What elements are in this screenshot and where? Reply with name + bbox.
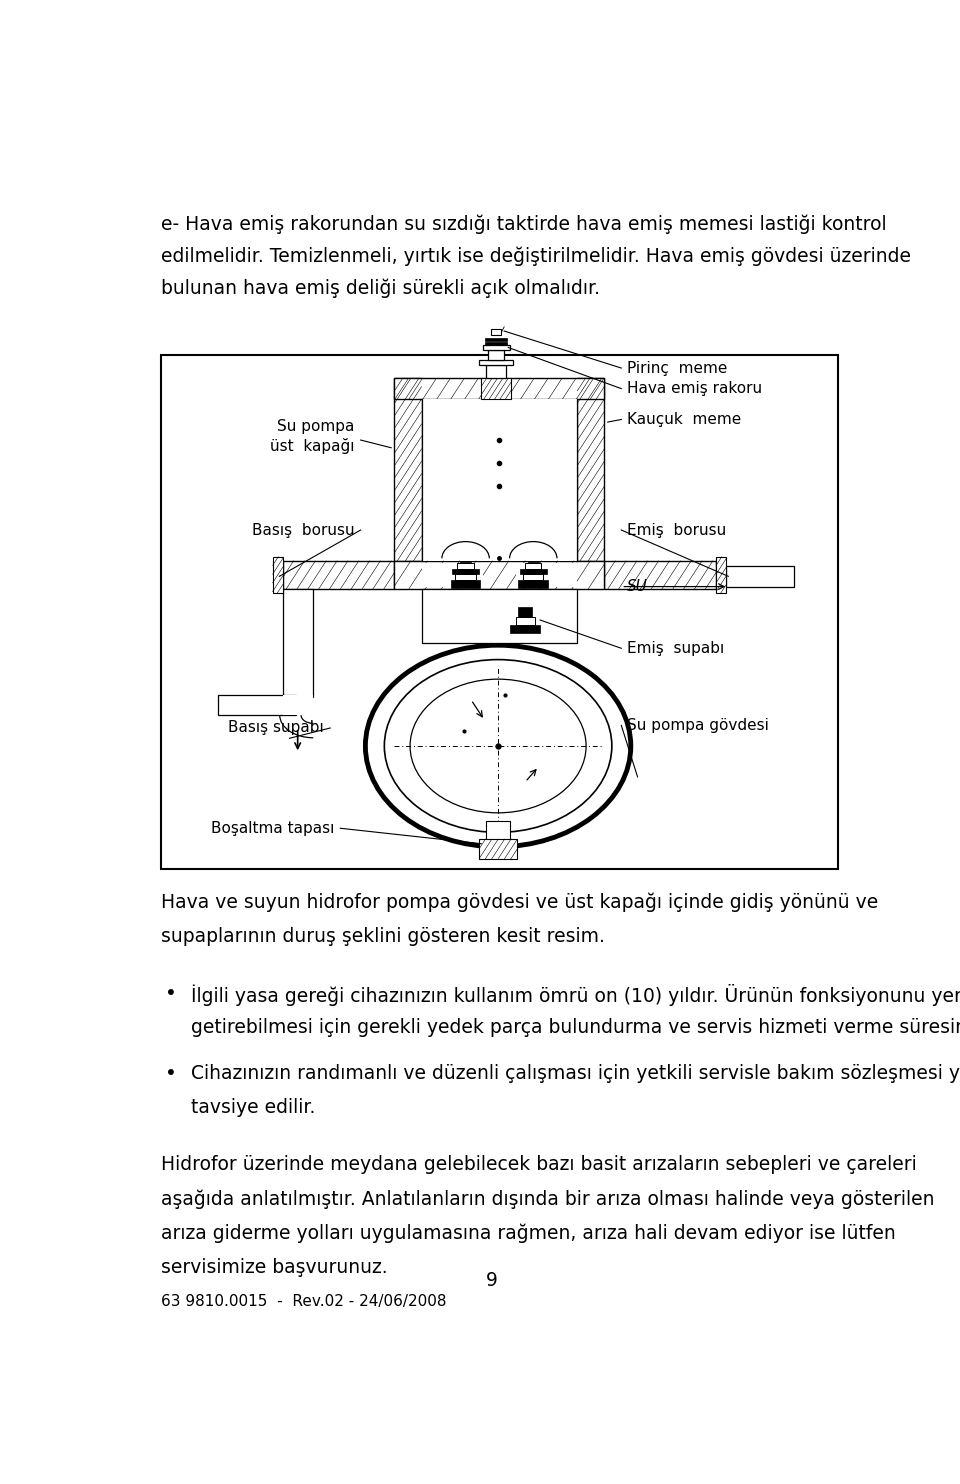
Bar — [605, 561, 716, 589]
Bar — [518, 607, 532, 617]
Text: Kauçuk  meme: Kauçuk meme — [627, 413, 741, 427]
Text: bulunan hava emiş deliği sürekli açık olmalıdır.: bulunan hava emiş deliği sürekli açık ol… — [161, 279, 600, 298]
Text: •: • — [165, 1064, 177, 1083]
Bar — [483, 344, 510, 350]
Bar — [486, 821, 511, 841]
Text: •: • — [165, 984, 177, 1003]
Bar — [283, 695, 313, 715]
Bar — [161, 355, 838, 870]
Text: üst  kapağı: üst kapağı — [270, 438, 354, 454]
Bar — [486, 365, 506, 378]
Bar — [283, 561, 395, 589]
Text: Emiş  borusu: Emiş borusu — [627, 522, 727, 537]
Bar — [273, 556, 283, 594]
Bar — [219, 695, 297, 715]
Text: getirebilmesi için gerekli yedek parça bulundurma ve servis hizmeti verme süresi: getirebilmesi için gerekli yedek parça b… — [191, 1018, 960, 1037]
Text: 63 9810.0015  -  Rev.02 - 24/06/2008: 63 9810.0015 - Rev.02 - 24/06/2008 — [161, 1294, 446, 1309]
Text: Boşaltma tapası: Boşaltma tapası — [211, 821, 334, 835]
Bar — [491, 329, 501, 335]
Ellipse shape — [366, 646, 631, 847]
Text: Pirinç  meme: Pirinç meme — [627, 361, 728, 375]
Bar — [518, 580, 548, 588]
Bar — [395, 561, 605, 589]
Bar — [421, 564, 483, 586]
Bar — [577, 378, 605, 561]
Text: e- Hava emiş rakorundan su sızdığı taktirde hava emiş memesi lastiği kontrol: e- Hava emiş rakorundan su sızdığı takti… — [161, 215, 886, 234]
Bar — [479, 361, 513, 365]
Text: SU: SU — [627, 579, 648, 594]
Bar — [395, 378, 421, 561]
Bar — [283, 589, 313, 697]
Bar — [452, 568, 479, 574]
Bar — [485, 341, 507, 344]
Text: Su pompa gövdesi: Su pompa gövdesi — [627, 718, 769, 733]
Bar — [716, 556, 727, 594]
Bar — [458, 564, 473, 568]
Bar — [421, 589, 577, 643]
Bar — [519, 568, 547, 574]
Text: aşağıda anlatılmıştır. Anlatılanların dışında bir arıza olması halinde veya göst: aşağıda anlatılmıştır. Anlatılanların dı… — [161, 1189, 934, 1209]
Text: Su pompa: Su pompa — [277, 420, 354, 435]
Bar — [516, 617, 535, 625]
Text: İlgili yasa gereği cihazınızın kullanım ömrü on (10) yıldır. Ürünün fonksiyonunu: İlgili yasa gereği cihazınızın kullanım … — [191, 984, 960, 1006]
Bar — [485, 338, 507, 341]
Bar — [523, 574, 543, 580]
Text: Hava ve suyun hidrofor pompa gövdesi ve üst kapağı içinde gidiş yönünü ve: Hava ve suyun hidrofor pompa gövdesi ve … — [161, 892, 878, 911]
Bar — [488, 350, 504, 361]
Bar — [481, 378, 511, 399]
Text: servisimize başvurunuz.: servisimize başvurunuz. — [161, 1258, 388, 1276]
Ellipse shape — [384, 659, 612, 833]
Text: 9: 9 — [486, 1272, 498, 1290]
Text: Basış supabı: Basış supabı — [228, 721, 324, 736]
Bar — [479, 838, 517, 859]
Text: Cihazınızın randımanlı ve düzenli çalışması için yetkili servisle bakım sözleşme: Cihazınızın randımanlı ve düzenli çalışm… — [191, 1064, 960, 1083]
Text: supaplarının duruş şeklini gösteren kesit resim.: supaplarının duruş şeklini gösteren kesi… — [161, 926, 605, 945]
Bar — [727, 565, 794, 586]
Text: Hava emiş rakoru: Hava emiş rakoru — [627, 381, 762, 396]
Text: Emiş  supabı: Emiş supabı — [627, 641, 725, 656]
Bar — [455, 574, 476, 580]
Text: arıza giderme yolları uygulamasına rağmen, arıza hali devam ediyor ise lütfen: arıza giderme yolları uygulamasına rağme… — [161, 1224, 896, 1244]
Bar — [525, 564, 541, 568]
Text: edilmelidir. Temizlenmeli, yırtık ise değiştirilmelidir. Hava emiş gövdesi üzeri: edilmelidir. Temizlenmeli, yırtık ise de… — [161, 246, 911, 266]
Text: Basış  borusu: Basış borusu — [252, 522, 354, 537]
Text: Hidrofor üzerinde meydana gelebilecek bazı basit arızaların sebepleri ve çareler: Hidrofor üzerinde meydana gelebilecek ba… — [161, 1155, 917, 1174]
Bar — [511, 625, 540, 632]
Bar — [395, 378, 605, 399]
Text: tavsiye edilir.: tavsiye edilir. — [191, 1098, 315, 1117]
Bar — [516, 564, 577, 586]
Bar — [421, 399, 577, 561]
Bar — [450, 580, 481, 588]
